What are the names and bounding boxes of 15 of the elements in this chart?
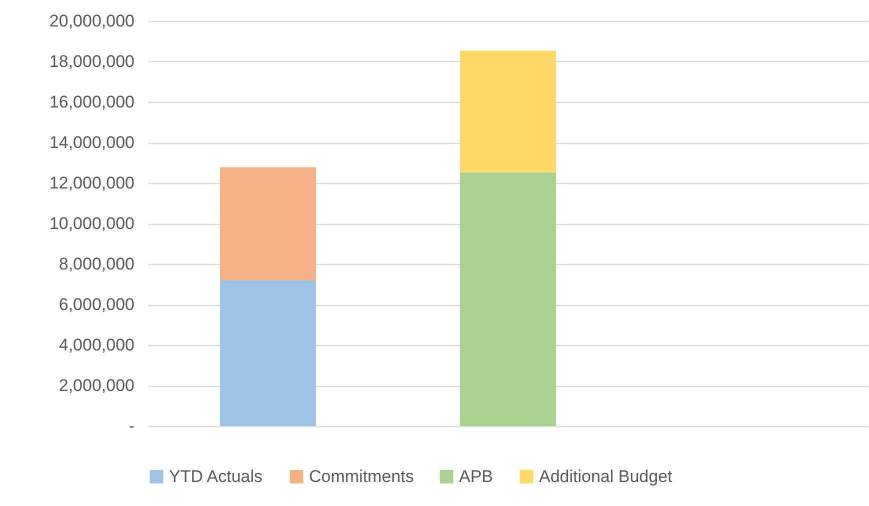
y-tick-label: 10,000,000 [49, 214, 134, 233]
y-tick-label: - [128, 416, 134, 436]
legend-label: YTD Actuals [169, 466, 263, 486]
y-tick-label: 20,000,000 [49, 12, 134, 30]
legend-label: APB [459, 466, 494, 486]
y-tick-label: 12,000,000 [49, 174, 134, 192]
y-tick-label: 8,000,000 [58, 254, 134, 274]
y-tick-label: 16,000,000 [49, 92, 134, 112]
legend-label: Additional Budget [539, 466, 673, 486]
legend-label: Commitments [309, 466, 414, 486]
y-tick-label: 6,000,000 [58, 295, 134, 314]
y-tick-label: 14,000,000 [49, 133, 134, 152]
y-tick-label: 4,000,000 [58, 336, 134, 354]
y-tick-label: 18,000,000 [49, 52, 134, 71]
y-tick-label: 2,000,000 [58, 376, 134, 395]
